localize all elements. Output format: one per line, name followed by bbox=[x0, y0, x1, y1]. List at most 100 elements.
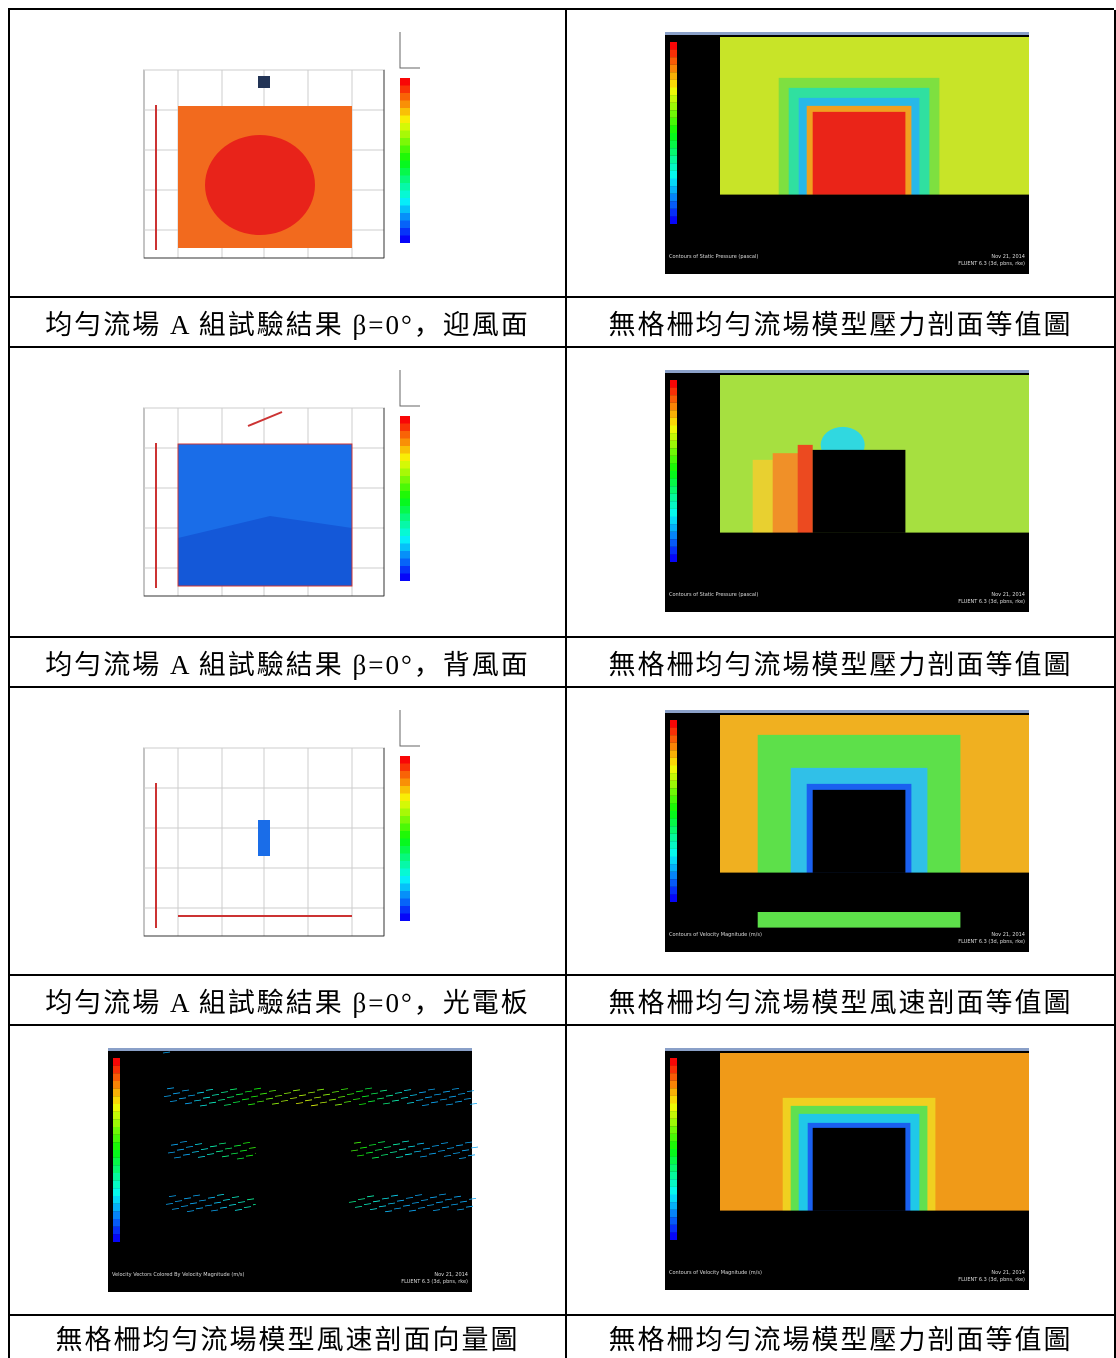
legend-band bbox=[113, 1134, 120, 1143]
legend-band bbox=[400, 446, 410, 454]
vector bbox=[223, 1104, 232, 1106]
legend-band bbox=[400, 108, 410, 116]
vector bbox=[319, 1101, 328, 1104]
vector bbox=[458, 1157, 467, 1159]
image-cell: Velocity Vectors Colored By Velocity Mag… bbox=[10, 1026, 567, 1316]
vector bbox=[417, 1207, 426, 1209]
vector bbox=[461, 1149, 470, 1152]
legend-band bbox=[400, 235, 410, 243]
legend-band bbox=[113, 1165, 120, 1173]
legend-band bbox=[400, 491, 410, 499]
footer-title: Contours of Velocity Magnitude (m/s) bbox=[669, 1270, 762, 1276]
vector bbox=[396, 1199, 405, 1202]
legend-band bbox=[113, 1234, 120, 1242]
vector bbox=[407, 1145, 416, 1148]
caption: 無格柵均勻流場模型風速剖面等值圖 bbox=[567, 976, 1116, 1026]
vector bbox=[455, 1144, 464, 1147]
vector bbox=[359, 1146, 368, 1149]
legend-band bbox=[113, 1188, 120, 1196]
vector bbox=[354, 1206, 363, 1208]
figure-table: Contours of Static Pressure (pascal) Nov … bbox=[8, 8, 1116, 1358]
legend-band bbox=[670, 773, 677, 781]
legend-band bbox=[670, 148, 677, 156]
ground bbox=[720, 1210, 1029, 1250]
legend-band bbox=[670, 42, 677, 50]
legend-band bbox=[670, 117, 677, 126]
legend-band bbox=[113, 1157, 120, 1166]
vector bbox=[199, 1104, 208, 1107]
footer-date: Nov 21, 2014 bbox=[434, 1272, 468, 1278]
legend-band bbox=[670, 1080, 677, 1089]
vector bbox=[193, 1099, 202, 1102]
footer-version: FLUENT 6.3 (3d, pbns, rke) bbox=[958, 1277, 1025, 1283]
legend-band bbox=[670, 841, 677, 849]
vector bbox=[187, 1094, 196, 1097]
vector bbox=[380, 1154, 389, 1156]
vector bbox=[232, 1101, 241, 1103]
legend-band bbox=[400, 786, 410, 794]
legend-band bbox=[670, 208, 677, 217]
legend-band bbox=[670, 72, 677, 80]
legend-band bbox=[400, 898, 410, 906]
legend-band bbox=[670, 387, 677, 396]
legend-band bbox=[113, 1088, 120, 1097]
legend-band bbox=[113, 1173, 120, 1181]
legend-band bbox=[400, 175, 410, 183]
vector bbox=[394, 1092, 403, 1094]
legend-band bbox=[670, 1232, 677, 1240]
vector bbox=[224, 1147, 233, 1150]
vector bbox=[358, 1103, 367, 1105]
figure: Contours of Static Pressure (pascal) Nov … bbox=[665, 370, 1029, 612]
vector bbox=[413, 1150, 422, 1153]
legend-band bbox=[400, 198, 410, 206]
legend-band bbox=[400, 416, 410, 424]
contour bbox=[812, 111, 906, 195]
legend-band bbox=[400, 816, 410, 824]
legend-band bbox=[670, 871, 677, 880]
legend-band bbox=[670, 155, 677, 164]
legend-band bbox=[670, 1171, 677, 1180]
legend-band bbox=[670, 1111, 677, 1119]
vector bbox=[166, 1087, 175, 1090]
legend-band bbox=[670, 516, 677, 525]
legend-band bbox=[400, 461, 410, 469]
vector bbox=[452, 1152, 461, 1154]
vector bbox=[218, 1142, 227, 1145]
legend-band bbox=[670, 788, 677, 796]
legend-band bbox=[400, 138, 410, 146]
building bbox=[255, 1128, 349, 1213]
vector bbox=[453, 1195, 462, 1198]
vector bbox=[241, 1098, 250, 1101]
vector bbox=[172, 1092, 181, 1095]
vector bbox=[370, 1092, 379, 1095]
image-cell bbox=[10, 10, 567, 298]
legend-band bbox=[670, 186, 677, 194]
legend-band bbox=[400, 85, 410, 93]
panel-line bbox=[247, 411, 283, 427]
vector bbox=[274, 1095, 283, 1097]
legend-band bbox=[400, 551, 410, 559]
vector bbox=[395, 1156, 404, 1158]
vector bbox=[163, 1095, 172, 1097]
vector bbox=[184, 1102, 193, 1105]
caption: 無格柵均勻流場模型壓力剖面等值圖 bbox=[567, 1316, 1116, 1358]
vector bbox=[418, 1091, 427, 1094]
legend-band bbox=[670, 64, 677, 73]
vector bbox=[186, 1210, 195, 1212]
legend-band bbox=[670, 448, 677, 456]
legend-band bbox=[670, 1149, 677, 1157]
vector bbox=[364, 1087, 373, 1090]
image-cell: Contours of Velocity Magnitude (m/s) Nov … bbox=[567, 1026, 1116, 1316]
vector bbox=[167, 1151, 176, 1154]
vector bbox=[331, 1091, 340, 1093]
axis-glyph bbox=[399, 710, 420, 747]
legend-band bbox=[670, 125, 677, 133]
legend-band bbox=[400, 521, 410, 529]
title-bar bbox=[665, 1048, 1029, 1051]
legend-band bbox=[400, 498, 410, 506]
vector bbox=[235, 1093, 244, 1096]
vector bbox=[343, 1101, 352, 1103]
legend-band bbox=[400, 431, 410, 439]
vector bbox=[448, 1095, 457, 1098]
vector bbox=[222, 1199, 231, 1201]
